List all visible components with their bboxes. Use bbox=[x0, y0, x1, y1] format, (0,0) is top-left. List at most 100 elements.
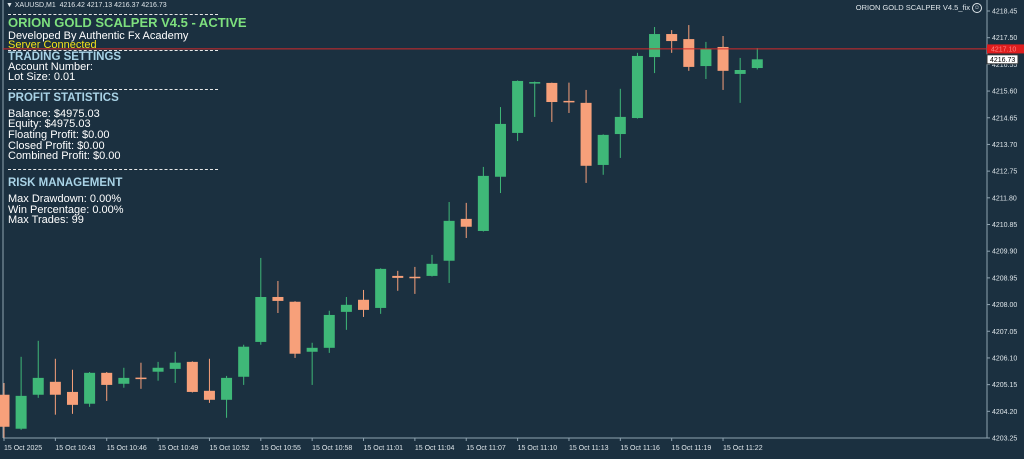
equity: Equity: $4975.03 bbox=[8, 118, 91, 130]
x-tick-label: 15 Oct 10:55 bbox=[261, 445, 301, 452]
expert-advisor-label[interactable]: ORION GOLD SCALPER V4.5_fix ☺ bbox=[855, 3, 982, 14]
y-tick-label: 4218.45 bbox=[992, 9, 1017, 16]
bull-candle bbox=[700, 48, 712, 67]
y-tick-label: 4216.55 bbox=[992, 62, 1017, 69]
bear-candle bbox=[135, 377, 147, 380]
y-tick-label: 4217.50 bbox=[992, 35, 1017, 42]
y-tick-label: 4212.75 bbox=[992, 169, 1017, 176]
lot-size: Lot Size: 0.01 bbox=[8, 71, 76, 83]
bull-candle bbox=[340, 304, 352, 312]
symbol-label: XAUUSD,M1 bbox=[14, 2, 56, 9]
chart-header: ▼ XAUUSD,M1 4216.42 4217.13 4216.37 4216… bbox=[6, 2, 167, 9]
x-tick-label: 15 Oct 11:10 bbox=[518, 445, 558, 452]
combined-profit: Combined Profit: $0.00 bbox=[8, 150, 121, 162]
bull-candle bbox=[443, 220, 455, 261]
balance: Balance: $4975.03 bbox=[8, 108, 100, 120]
bull-candle bbox=[118, 377, 130, 384]
bull-candle bbox=[306, 347, 318, 352]
bear-candle bbox=[49, 381, 61, 395]
x-tick-label: 15 Oct 11:16 bbox=[620, 445, 660, 452]
y-tick-label: 4214.65 bbox=[992, 115, 1017, 122]
win-percentage: Win Percentage: 0.00% bbox=[8, 204, 124, 216]
max-trades: Max Trades: 99 bbox=[8, 214, 84, 226]
bear-candle bbox=[460, 218, 472, 227]
bull-candle bbox=[631, 55, 643, 119]
smiley-face-icon: ☺ bbox=[972, 3, 982, 14]
y-tick-label: 4210.85 bbox=[992, 222, 1017, 229]
bull-candle bbox=[477, 175, 489, 231]
x-tick-label: 15 Oct 10:58 bbox=[312, 445, 352, 452]
bull-candle bbox=[512, 80, 524, 133]
y-tick-label: 4204.20 bbox=[992, 409, 1017, 416]
bear-candle bbox=[580, 102, 592, 166]
y-tick-label: 4209.90 bbox=[992, 249, 1017, 256]
y-tick-label: 4206.10 bbox=[992, 355, 1017, 362]
bear-candle bbox=[66, 391, 78, 405]
x-tick-label: 15 Oct 11:19 bbox=[672, 445, 712, 452]
ask-price-tag bbox=[987, 44, 1024, 54]
bear-candle bbox=[289, 301, 301, 354]
bear-candle bbox=[683, 39, 695, 67]
bid-price-tag bbox=[986, 54, 1019, 65]
bear-candle bbox=[563, 100, 575, 103]
y-tick-label: 4208.95 bbox=[992, 275, 1017, 282]
bull-candle bbox=[32, 377, 44, 395]
bear-candle bbox=[717, 46, 729, 71]
bull-candle bbox=[323, 314, 335, 348]
x-tick-label: 15 Oct 10:46 bbox=[107, 445, 147, 452]
y-tick-label: 4211.80 bbox=[992, 195, 1017, 202]
bear-candle bbox=[0, 394, 10, 427]
bear-candle bbox=[409, 276, 421, 279]
collapse-triangle-icon[interactable]: ▼ bbox=[6, 2, 13, 9]
divider bbox=[8, 89, 218, 90]
bull-candle bbox=[494, 123, 506, 177]
bull-candle bbox=[649, 34, 661, 58]
bull-candle bbox=[529, 82, 541, 84]
bull-candle bbox=[152, 367, 164, 372]
bull-candle bbox=[221, 377, 233, 400]
bear-candle bbox=[546, 82, 558, 103]
bull-candle bbox=[15, 395, 27, 429]
divider bbox=[8, 169, 218, 170]
bull-candle bbox=[238, 346, 250, 377]
x-tick-label: 15 Oct 10:52 bbox=[209, 445, 249, 452]
bull-candle bbox=[375, 268, 387, 308]
x-tick-label: 15 Oct 11:13 bbox=[569, 445, 609, 452]
bear-candle bbox=[186, 361, 198, 392]
ask-price-label: 4217.10 bbox=[991, 46, 1016, 53]
divider bbox=[8, 50, 218, 51]
bear-candle bbox=[392, 275, 404, 278]
bear-candle bbox=[101, 372, 113, 385]
server-status: Server Connected bbox=[8, 39, 97, 51]
x-tick-label: 15 Oct 10:43 bbox=[55, 445, 95, 452]
bid-price-label: 4216.73 bbox=[990, 57, 1015, 64]
bull-candle bbox=[734, 69, 746, 74]
ea-title: ORION GOLD SCALPER V4.5 - ACTIVE bbox=[8, 15, 247, 30]
bull-candle bbox=[597, 134, 609, 165]
closed-profit: Closed Profit: $0.00 bbox=[8, 140, 105, 152]
bull-candle bbox=[169, 362, 181, 369]
x-tick-label: 15 Oct 11:07 bbox=[466, 445, 506, 452]
x-tick-label: 15 Oct 11:01 bbox=[364, 445, 404, 452]
bear-candle bbox=[666, 34, 678, 42]
x-tick-label: 15 Oct 10:49 bbox=[158, 445, 198, 452]
developer-text: Developed By Authentic Fx Academy bbox=[8, 30, 189, 42]
trading-settings-heading: TRADING SETTINGS bbox=[8, 51, 122, 63]
max-drawdown: Max Drawdown: 0.00% bbox=[8, 193, 122, 205]
floating-profit: Floating Profit: $0.00 bbox=[8, 129, 110, 141]
ohlc-readout: 4216.42 4217.13 4216.37 4216.73 bbox=[59, 2, 167, 9]
y-tick-label: 4205.15 bbox=[992, 382, 1017, 389]
ea-name: ORION GOLD SCALPER V4.5_fix bbox=[855, 3, 970, 12]
x-tick-label: 15 Oct 11:22 bbox=[723, 445, 763, 452]
bear-candle bbox=[272, 296, 284, 301]
bull-candle bbox=[751, 59, 763, 69]
y-tick-label: 4203.25 bbox=[992, 436, 1017, 443]
bull-candle bbox=[426, 263, 438, 276]
bull-candle bbox=[84, 372, 96, 404]
x-tick-label: 15 Oct 11:04 bbox=[415, 445, 455, 452]
risk-management-heading: RISK MANAGEMENT bbox=[8, 177, 123, 189]
divider bbox=[8, 14, 218, 15]
profit-statistics-heading: PROFIT STATISTICS bbox=[8, 92, 119, 104]
y-tick-label: 4215.60 bbox=[992, 89, 1017, 96]
